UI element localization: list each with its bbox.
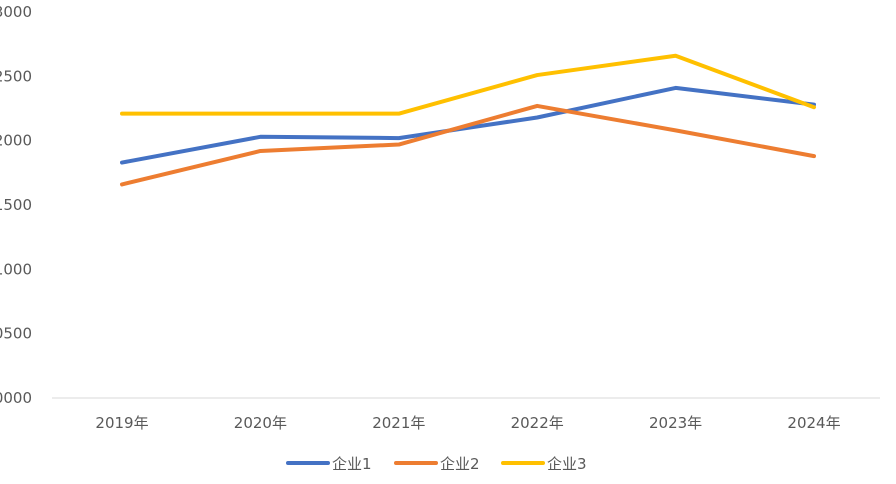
x-tick-label: 2020年 [234,414,287,432]
series-lines [120,53,816,187]
series-line-2 [120,103,816,187]
x-tick-label: 2022年 [511,414,564,432]
legend: 企业1 企业2 企业3 [286,455,587,473]
legend-label-1: 企业1 [332,455,372,473]
x-axis-tick-labels: 2019年 2020年 2021年 2022年 2023年 2024年 [95,414,840,432]
legend-label-3: 企业3 [547,455,587,473]
legend-label-2: 企业2 [440,455,480,473]
y-tick-label: 3000 [0,3,32,21]
x-tick-label: 2024年 [787,414,840,432]
y-tick-label: 1000 [0,260,32,278]
series-line-3 [120,53,816,116]
x-tick-label: 2021年 [372,414,425,432]
y-tick-label: 2500 [0,67,32,85]
y-tick-label: 1500 [0,196,32,214]
y-tick-label: 2000 [0,132,32,150]
x-tick-label: 2019年 [95,414,148,432]
x-tick-label: 2023年 [649,414,702,432]
series-line-1 [120,85,816,165]
